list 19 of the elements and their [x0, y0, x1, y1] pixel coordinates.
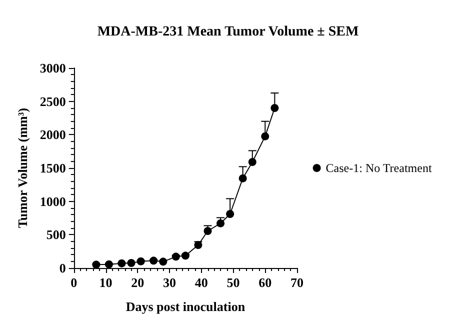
chart-title: MDA-MB-231 Mean Tumor Volume ± SEM [97, 24, 359, 40]
x-tick-label: 0 [70, 275, 78, 290]
x-tick-label: 40 [194, 275, 208, 290]
x-tick-label: 70 [290, 275, 304, 290]
x-tick-label: 20 [131, 275, 144, 290]
x-tick-label: 30 [163, 275, 176, 290]
x-tick-label: 50 [226, 275, 240, 290]
y-tick-label: 2500 [40, 94, 66, 109]
x-tick-label: 60 [258, 275, 272, 290]
y-tick-label: 2000 [40, 127, 66, 142]
y-tick-label: 500 [46, 227, 66, 242]
legend-label: Case-1: No Treatment [326, 161, 432, 175]
y-tick-label: 1000 [40, 194, 66, 209]
y-tick-label: 0 [59, 260, 66, 276]
x-axis-title: Days post inoculation [126, 299, 246, 314]
x-tick-label: 10 [99, 275, 112, 290]
y-axis-title: Tumor Volume (mm³) [15, 108, 30, 228]
y-tick-label: 1500 [40, 160, 66, 176]
y-tick-label: 3000 [40, 60, 66, 76]
